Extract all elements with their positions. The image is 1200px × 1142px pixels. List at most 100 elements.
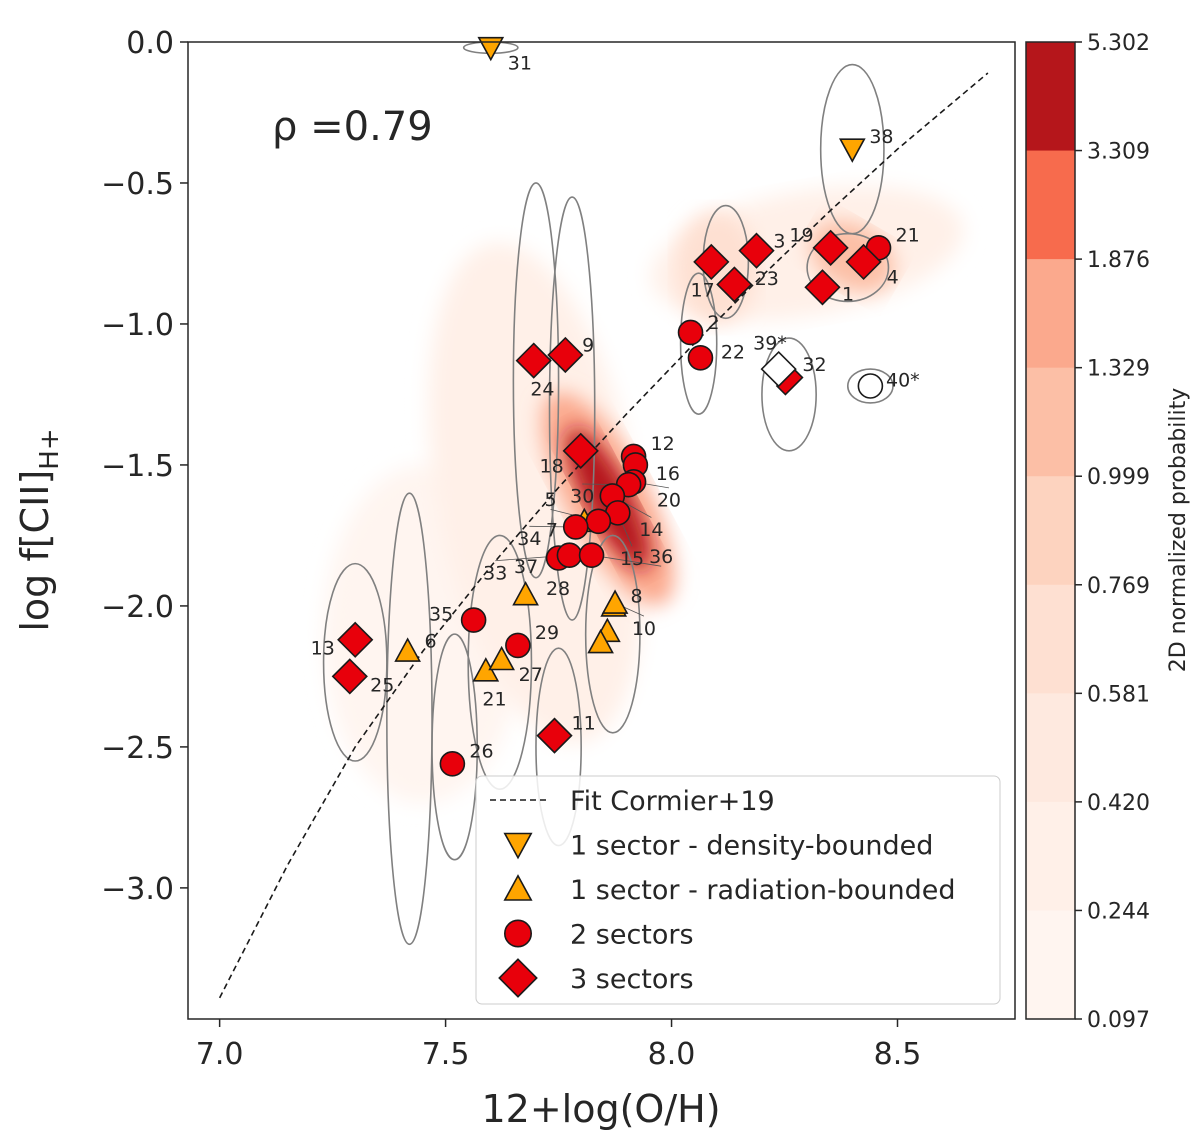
diamond-marker: [515, 342, 552, 379]
point-label: 2: [707, 312, 719, 334]
colorbar-tick-label: 0.420: [1087, 791, 1150, 816]
point-labels: 3138621272878103529262222112162030141553…: [311, 52, 920, 762]
uncertainty-ellipse: [512, 182, 560, 579]
point-label: 23: [755, 268, 779, 290]
point-label: 21: [896, 225, 920, 247]
diamond-marker: [812, 229, 849, 266]
point-label: 18: [540, 456, 564, 478]
circle-marker: [562, 514, 589, 540]
colorbar-band: [1026, 801, 1075, 911]
y-tick-label: 0.0: [126, 26, 174, 61]
x-tick-label: 8.5: [874, 1037, 922, 1072]
point-label: 14: [639, 519, 663, 541]
diamond-marker: [498, 958, 538, 998]
point-label: 34: [517, 528, 541, 550]
point-label: 29: [535, 622, 559, 644]
point-label: 27: [519, 664, 543, 686]
colorbar-tick-label: 0.999: [1087, 465, 1150, 490]
colorbar-tick-label: 0.097: [1087, 1008, 1150, 1033]
point-label: 15: [620, 548, 644, 570]
point-label: 22: [721, 341, 745, 363]
x-tick-label: 7.5: [422, 1037, 470, 1072]
point-label: 4: [887, 267, 899, 289]
colorbar-label: 2D normalized probability: [1166, 388, 1191, 673]
point-label: 5: [544, 489, 556, 511]
uncertainty-ellipse: [431, 633, 479, 861]
triangle-up-marker: [512, 580, 539, 606]
colorbar-frame: [1025, 41, 1076, 1020]
diamond-marker: [845, 243, 882, 281]
triangle-up-marker: [488, 645, 515, 671]
diamond-marker: [716, 266, 753, 303]
legend-entry-label: Fit Cormier+19: [570, 786, 775, 817]
diamond-marker: [804, 269, 841, 306]
triangle-up-marker: [601, 589, 629, 614]
point-label: 26: [469, 741, 493, 763]
point-label: 6: [424, 631, 436, 653]
colorbar-band: [1026, 150, 1075, 260]
y-tick-label: −1.0: [101, 308, 174, 343]
point-label: 3: [773, 230, 785, 252]
colorbar-band: [1026, 584, 1075, 694]
colorbar-band: [1026, 693, 1075, 803]
triangle-up-marker: [587, 628, 614, 654]
colorbar-tick-label: 0.244: [1087, 899, 1150, 924]
triangle-up-marker: [503, 874, 533, 901]
colorbar-band: [1026, 259, 1075, 369]
diamond-marker: [693, 243, 730, 281]
legend-entry-label: 3 sectors: [570, 964, 694, 995]
point-label: 37: [514, 556, 538, 578]
y-axis-label: log f[CII]H+: [13, 428, 65, 631]
annotation-rho: ρ =0.79: [272, 104, 433, 150]
legend: Fit Cormier+19 1 sector - density-bounded…: [475, 775, 1001, 1005]
legend-entry-label: 1 sector - density-bounded: [570, 831, 933, 862]
uncertainty-ellipse: [679, 272, 718, 415]
uncertainty-ellipse: [846, 368, 894, 404]
circle-marker: [677, 319, 704, 346]
colorbar-tick-label: 5.302: [1087, 31, 1150, 56]
point-label: 30: [570, 486, 594, 508]
point-label: 1: [842, 284, 854, 306]
point-label: 13: [311, 638, 335, 660]
colorbar-tick-label: 3.309: [1087, 140, 1150, 165]
triangle-down-marker: [503, 832, 533, 860]
colorbar-tick-label: 0.769: [1087, 574, 1150, 599]
y-tick-label: −0.5: [101, 167, 174, 202]
point-label: 25: [370, 674, 394, 696]
colorbar-band: [1026, 42, 1075, 152]
diamond-marker: [562, 432, 599, 469]
uncertainty-ellipse: [806, 232, 890, 303]
diamond-marker: [536, 717, 573, 754]
point-label: 39*: [753, 333, 787, 355]
point-label: 16: [656, 463, 680, 485]
circle-marker: [439, 751, 466, 777]
y-tick-label: −3.0: [101, 872, 174, 907]
point-label: 19: [789, 225, 813, 247]
point-label: 38: [869, 126, 893, 148]
point-label: 12: [651, 433, 675, 455]
open-circle-marker: [857, 373, 884, 399]
x-tick-label: 7.0: [196, 1037, 244, 1072]
x-tick-label: 8.0: [648, 1037, 696, 1072]
colorbar-tick-label: 1.876: [1087, 248, 1150, 273]
white-diamond-marker: [760, 350, 797, 388]
triangle-down-marker: [477, 36, 505, 62]
point-label: 17: [691, 280, 715, 302]
point-label: 8: [631, 586, 643, 608]
y-axis-label-subscript: H+: [35, 428, 65, 469]
point-label: 20: [657, 490, 681, 512]
y-tick-label: −1.5: [101, 449, 174, 484]
circle-marker: [505, 632, 531, 659]
plot-frame: [187, 41, 1016, 1020]
colorbar-tick-label: 1.329: [1087, 357, 1150, 382]
circle-marker: [556, 542, 583, 568]
diamond-marker: [337, 621, 374, 658]
x-axis: 7.0 7.5 8.0 8.5: [196, 1019, 922, 1072]
point-label: 7: [546, 519, 558, 541]
y-tick-label: −2.0: [101, 590, 174, 625]
colorbar-band: [1026, 476, 1075, 586]
point-label: 11: [572, 712, 596, 734]
circle-marker: [585, 508, 612, 535]
circle-marker: [503, 919, 532, 948]
